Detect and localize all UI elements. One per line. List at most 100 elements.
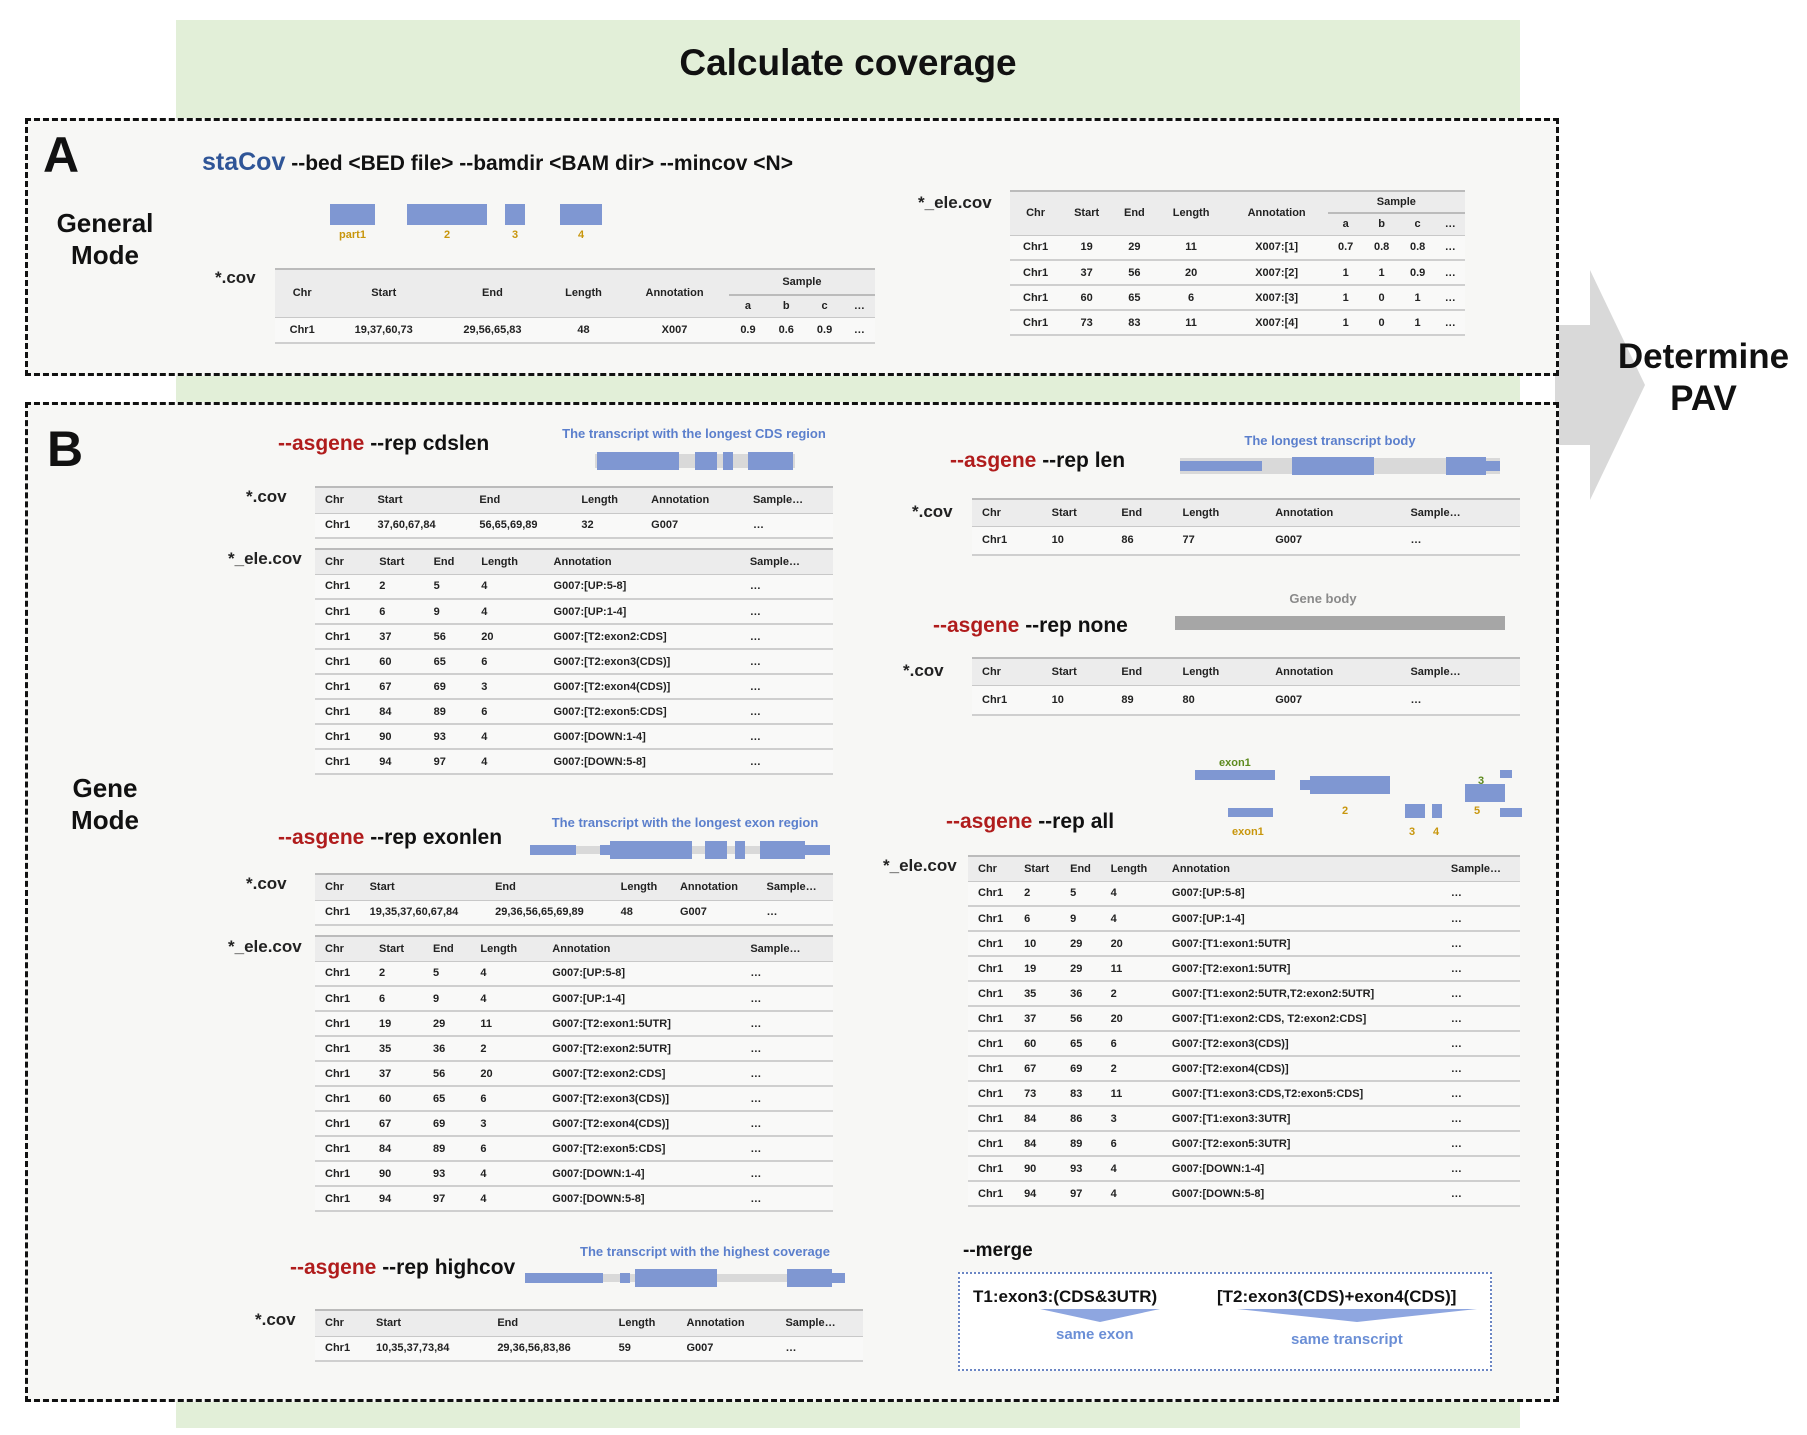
table-cell: 56 [1060, 1006, 1101, 1032]
col-header: Start [329, 268, 439, 318]
table-cell: 20 [1100, 1006, 1162, 1032]
col-header: Start [1041, 657, 1112, 686]
table-cell: G007:[DOWN:5-8] [543, 749, 740, 775]
table-cell: 20 [1100, 931, 1162, 957]
table-cell: G007:[DOWN:5-8] [1161, 1181, 1441, 1207]
segment-label: 4 [577, 229, 585, 241]
cdslen-transcript-diagram [595, 452, 795, 470]
table-cell: 4 [471, 724, 544, 750]
table-cell: Chr1 [968, 1106, 1015, 1132]
table-cell: 19 [1061, 235, 1113, 261]
rep-option: --rep cdslen [364, 432, 490, 455]
t2-exon5-label: 5 [1474, 805, 1481, 817]
table-cell: … [739, 599, 833, 625]
table-cell: 3 [1100, 1106, 1162, 1132]
cov-file-label: *.cov [215, 268, 256, 287]
header-row: Chr Start End Length Annotation Sample… [972, 657, 1520, 686]
table-cell: 83 [1060, 1081, 1101, 1107]
table-cell: G007 [641, 513, 743, 539]
sample-col: … [1435, 212, 1465, 236]
table-cell: 65 [423, 1086, 471, 1112]
col-header: Annotation [1265, 657, 1401, 686]
sample-col: a [1327, 212, 1364, 236]
table-cell: 1 [1399, 310, 1436, 336]
table-cell: 56 [1112, 260, 1157, 286]
table-cell: G007:[T1:exon2:5UTR,T2:exon2:5UTR] [1161, 981, 1441, 1007]
cov-file-label: *.cov [246, 874, 287, 893]
table-cell: G007:[DOWN:1-4] [1161, 1156, 1441, 1182]
table-cell: 0.8 [1399, 235, 1436, 261]
all-ele-cov-table: Chr Start End Length Annotation Sample… Chr1 2… [968, 855, 1520, 1207]
table-cell: … [1435, 310, 1465, 336]
table-cell: Chr1 [972, 526, 1042, 556]
table-cell: … [739, 699, 833, 725]
table-row: Chr1 37 56 20 G007:[T1:exon2:CDS, T2:exon2:C… [968, 1006, 1520, 1032]
table-row: Chr1 35 36 2 G007:[T1:exon2:5UTR,T2:exon2:5U… [968, 981, 1520, 1007]
table-row: Chr1 84 89 6 G007:[T2:exon5:CDS]… [315, 699, 833, 725]
col-header: Chr [315, 1309, 366, 1337]
col-header: End [1060, 855, 1101, 882]
col-header: Annotation [542, 935, 741, 962]
table-row: Chr1 94 97 4 G007:[DOWN:5-8]… [315, 749, 833, 775]
table-cell: 9 [1060, 906, 1101, 932]
table-cell: 97 [1060, 1181, 1101, 1207]
table-cell: G007:[T2:exon4(CDS)] [1161, 1056, 1441, 1082]
col-header: Length [571, 486, 642, 514]
table-cell: G007:[T1:exon3:CDS,T2:exon5:CDS] [1161, 1081, 1441, 1107]
asgene-flag: --asgene [290, 1256, 377, 1279]
table-cell: 6 [471, 649, 544, 675]
table-cell: 84 [1014, 1131, 1061, 1157]
sample-header: Sample [728, 268, 875, 296]
asgene-flag: --asgene [278, 826, 365, 849]
table-cell: 80 [1172, 685, 1266, 716]
ele-cov-file-label: *_ele.cov [883, 856, 957, 875]
col-header: Annotation [676, 1309, 776, 1337]
header-row: Chr Start End Length Annotation Sample… [315, 1309, 863, 1337]
col-header: Chr [1010, 190, 1062, 236]
table-cell: 86 [1060, 1106, 1101, 1132]
col-header: Length [1172, 498, 1266, 527]
table-cell: 97 [423, 749, 472, 775]
table-cell: 5 [1060, 881, 1101, 907]
table-cell: 11 [470, 1011, 543, 1037]
table-cell: 0 [1363, 285, 1400, 311]
table-cell: Chr1 [1010, 235, 1062, 261]
col-header: Start [369, 548, 424, 575]
cdslen-cov-table: Chr Start End Length Annotation Sample… Chr1 3… [315, 486, 833, 539]
t2-exon3-label: 3 [1409, 826, 1416, 838]
table-cell: 0.9 [805, 317, 844, 344]
table-cell: 73 [1014, 1081, 1061, 1107]
table-cell: … [1440, 906, 1520, 932]
table-cell: X007 [620, 317, 729, 344]
table-row: Chr1 73 83 11 G007:[T1:exon3:CDS,T2:exon5:CD… [968, 1081, 1520, 1107]
table-cell: 4 [470, 961, 543, 987]
table-cell: 10 [1041, 685, 1112, 716]
table-cell: 59 [608, 1336, 677, 1362]
rep-option: --rep all [1032, 810, 1115, 833]
table-cell: … [740, 1111, 833, 1137]
table-cell: 10 [1014, 931, 1061, 957]
table-cell: 6 [471, 699, 544, 725]
table-cell: 2 [1014, 881, 1061, 907]
table-cell: 29,56,65,83 [438, 317, 547, 344]
col-header: Annotation [543, 548, 740, 575]
table-row: Chr1 10 86 77 G007… [972, 526, 1520, 556]
table-cell: Chr1 [315, 724, 370, 750]
col-header: Start [367, 486, 470, 514]
table-cell: 6 [1156, 285, 1226, 311]
table-cell: 19,37,60,73 [329, 317, 439, 344]
table-cell: G007:[T2:exon4(CDS)] [542, 1111, 741, 1137]
table-cell: … [1435, 260, 1465, 286]
table-cell: X007:[1] [1225, 235, 1328, 261]
table-cell: Chr1 [315, 1111, 369, 1137]
len-transcript-diagram [1180, 457, 1500, 475]
table-cell: … [1440, 956, 1520, 982]
table-cell: 10 [1041, 526, 1112, 556]
table-cell: Chr1 [315, 574, 370, 600]
col-header: Length [608, 1309, 677, 1337]
table-cell: Chr1 [315, 986, 369, 1012]
merge-left-text: T1:exon3:(CDS&3UTR) [973, 1287, 1158, 1306]
rep-option: --rep exonlen [364, 826, 503, 849]
cov-file-label: *.cov [255, 1310, 296, 1329]
table-cell: G007:[T2:exon3(CDS)] [542, 1086, 741, 1112]
